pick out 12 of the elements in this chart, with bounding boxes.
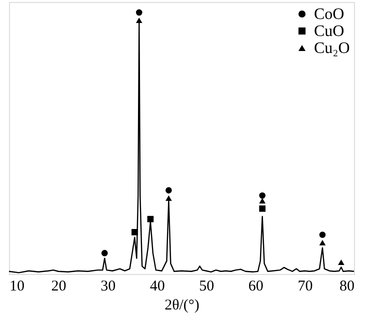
- x-tick-label: 10: [10, 278, 24, 294]
- legend-label: Cu₂O: [314, 40, 350, 57]
- legend-label: CoO: [314, 6, 344, 23]
- x-tick-label: 50: [199, 278, 214, 294]
- x-tick-label: 30: [100, 278, 116, 294]
- x-tick-label: 60: [248, 278, 264, 294]
- x-tick-label: 40: [150, 278, 165, 294]
- x-axis-title: 2θ/(°): [164, 298, 200, 314]
- x-tick-label: 20: [51, 278, 66, 294]
- x-tick-label: 70: [298, 278, 313, 294]
- x-tick-label: 80: [340, 278, 354, 294]
- legend-label: CuO: [314, 23, 344, 40]
